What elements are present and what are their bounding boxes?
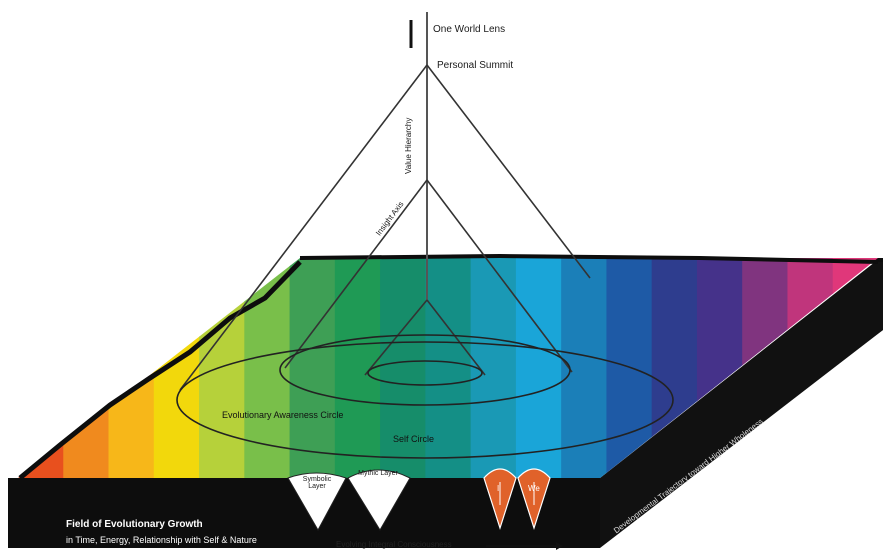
white-cone-2: [347, 469, 411, 531]
label-apex: Personal Summit: [437, 60, 514, 71]
white-cone-1: [287, 472, 347, 532]
spectrum-band: [289, 258, 336, 478]
left-rim: [18, 260, 302, 480]
label-bottom-title-2: in Time, Energy, Relationship with Self …: [66, 535, 257, 545]
outer-cone: [179, 64, 591, 391]
spectrum-band: [153, 258, 201, 478]
inner-cone: [364, 299, 486, 376]
label-vertical-axis: Value Hierarchy: [404, 117, 413, 174]
white-cones: [287, 469, 411, 532]
inner-ellipse: [367, 360, 483, 386]
label-orange-cone-1: I: [497, 484, 500, 493]
outer-ellipse: [176, 341, 674, 459]
label-top: One World Lens: [433, 24, 506, 35]
label-bottom-arrow: Evolving Integral Consciousness: [336, 540, 452, 549]
orange-cones: [483, 468, 551, 530]
spectrum-band: [244, 258, 291, 478]
label-orange-cone-2: We: [528, 484, 540, 493]
slab-right-bevel: [600, 262, 883, 548]
spectrum-band: [425, 258, 472, 478]
slab-front-face: [8, 478, 600, 548]
spectrum-band: [515, 258, 563, 478]
slab: [8, 258, 883, 548]
bottom-arrow: [486, 542, 563, 550]
label-bottom-title-1: Field of Evolutionary Growth: [66, 519, 203, 530]
label-self-circle: Self Circle: [393, 434, 435, 444]
label-white-cone-1: Symbolic Layer: [302, 476, 332, 490]
awareness-ellipses: [176, 334, 674, 459]
spectrum-band: [63, 258, 110, 478]
spectrum-band: [380, 258, 427, 478]
top-rim: [299, 253, 879, 264]
spectrum-band: [108, 258, 155, 478]
label-white-cone-2: Mythic Layer: [358, 470, 398, 477]
label-outer-ellipse: Evolutionary Awareness Circle: [222, 410, 344, 420]
middle-ellipse: [279, 334, 571, 406]
middle-cone: [284, 179, 573, 373]
spectrum-band: [199, 258, 246, 478]
